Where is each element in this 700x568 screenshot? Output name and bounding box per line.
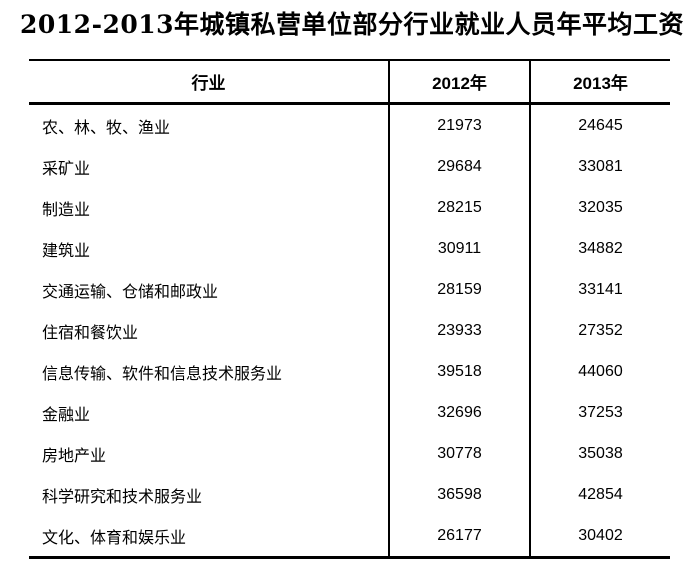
table-row: 农、林、牧、渔业 21973 24645 bbox=[29, 103, 670, 146]
industry-cell: 住宿和餐饮业 bbox=[29, 310, 390, 351]
value-2012-cell: 30911 bbox=[389, 228, 531, 269]
value-2012-cell: 21973 bbox=[389, 103, 531, 146]
table-row: 信息传输、软件和信息技术服务业 39518 44060 bbox=[29, 351, 670, 392]
industry-cell: 建筑业 bbox=[29, 228, 390, 269]
table-row: 金融业 32696 37253 bbox=[29, 392, 670, 433]
value-2013-cell: 33141 bbox=[578, 280, 623, 298]
industry-cell: 制造业 bbox=[29, 187, 390, 228]
table-header-row: 行业 2012年 2013年 bbox=[29, 60, 670, 104]
value-2013-cell: 27352 bbox=[578, 321, 623, 339]
table-row: 建筑业 30911 34882 bbox=[29, 228, 670, 269]
value-2013-cell: 32035 bbox=[578, 198, 623, 216]
header-2012: 2012年 bbox=[389, 60, 531, 104]
value-2012-cell: 39518 bbox=[389, 351, 531, 392]
value-2012-cell: 28215 bbox=[389, 187, 531, 228]
page: 2012-2013年城镇私营单位部分行业就业人员年平均工资 行业 2012年 2… bbox=[0, 8, 700, 568]
table-row: 采矿业 29684 33081 bbox=[29, 146, 670, 187]
industry-cell: 农、林、牧、渔业 bbox=[29, 103, 390, 146]
header-industry: 行业 bbox=[29, 60, 390, 104]
industry-cell: 房地产业 bbox=[29, 433, 390, 474]
value-2013-cell: 24645 bbox=[578, 116, 623, 134]
industry-cell: 采矿业 bbox=[29, 146, 390, 187]
value-2012-cell: 23933 bbox=[389, 310, 531, 351]
value-2013-cell: 33081 bbox=[578, 157, 623, 175]
value-2013-cell: 44060 bbox=[578, 362, 623, 380]
value-2012-cell: 28159 bbox=[389, 269, 531, 310]
table-row: 住宿和餐饮业 23933 27352 bbox=[29, 310, 670, 351]
table-row: 房地产业 30778 35038 bbox=[29, 433, 670, 474]
industry-cell: 信息传输、软件和信息技术服务业 bbox=[29, 351, 390, 392]
value-2013-cell: 34882 bbox=[578, 239, 623, 257]
value-2012-cell: 36598 bbox=[389, 474, 531, 515]
industry-cell: 科学研究和技术服务业 bbox=[29, 474, 390, 515]
value-2013-cell: 30402 bbox=[578, 526, 623, 544]
value-2012-cell: 26177 bbox=[389, 515, 531, 558]
value-2012-cell: 30778 bbox=[389, 433, 531, 474]
value-2013-cell: 42854 bbox=[578, 485, 623, 503]
header-2013: 2013年 bbox=[573, 74, 628, 93]
value-2012-cell: 29684 bbox=[389, 146, 531, 187]
industry-cell: 金融业 bbox=[29, 392, 390, 433]
table-row: 制造业 28215 32035 bbox=[29, 187, 670, 228]
industry-wage-table: 行业 2012年 2013年 农、林、牧、渔业 21973 24645 采矿业 … bbox=[29, 59, 670, 559]
page-title: 2012-2013年城镇私营单位部分行业就业人员年平均工资 bbox=[20, 10, 685, 39]
value-2013-cell: 37253 bbox=[578, 403, 623, 421]
table-row: 文化、体育和娱乐业 26177 30402 bbox=[29, 515, 670, 558]
table-row: 交通运输、仓储和邮政业 28159 33141 bbox=[29, 269, 670, 310]
table-row: 科学研究和技术服务业 36598 42854 bbox=[29, 474, 670, 515]
industry-cell: 交通运输、仓储和邮政业 bbox=[29, 269, 390, 310]
industry-cell: 文化、体育和娱乐业 bbox=[29, 515, 390, 558]
value-2012-cell: 32696 bbox=[389, 392, 531, 433]
value-2013-cell: 35038 bbox=[578, 444, 623, 462]
